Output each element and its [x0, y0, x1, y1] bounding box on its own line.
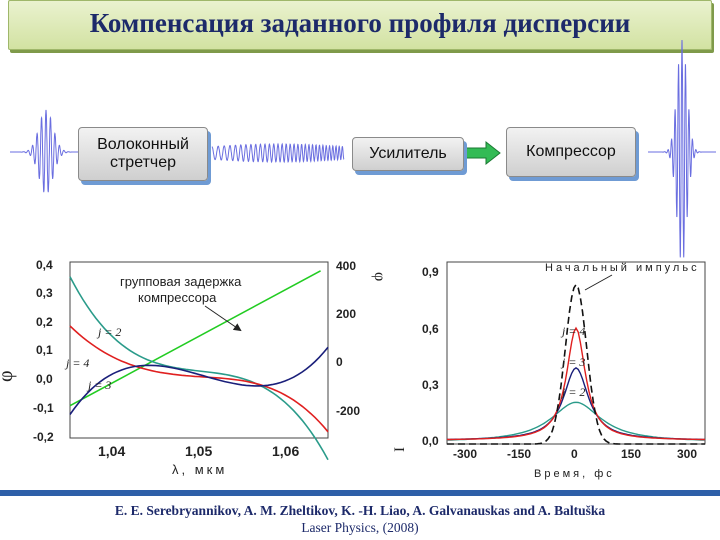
right-tick-label: -200	[336, 404, 360, 418]
citation: E. E. Serebryannikov, A. M. Zheltikov, K…	[0, 502, 720, 536]
diagram-canvas: 0,4 0,3 0,2 0,1 0,0 -0,1 -0,2 400 200 0 …	[0, 39, 716, 480]
annotation-arrow	[584, 274, 613, 291]
phase-curve-j2	[69, 276, 329, 461]
y-axis-label: I	[392, 447, 408, 452]
right-tick-label: 0	[336, 355, 343, 369]
left-plot: 0,4 0,3 0,2 0,1 0,0 -0,1 -0,2 400 200 0 …	[0, 258, 388, 477]
right-tick-label: 200	[336, 307, 356, 321]
flow-arrow	[465, 140, 501, 166]
block-label: Компрессор	[526, 143, 616, 160]
stretched-pulse-waveform	[211, 142, 345, 164]
citation-journal: Laser Physics, (2008)	[301, 520, 419, 535]
left-tick-label: 0,4	[36, 258, 53, 272]
right-axis-label: φ	[371, 272, 388, 281]
initial-pulse-annotation: Начальный импульс	[545, 262, 700, 274]
left-tick-label: -0,1	[33, 401, 54, 415]
x-tick-label: 150	[621, 447, 641, 461]
output-pulse-waveform	[648, 39, 716, 258]
left-tick-label: 0,3	[36, 286, 53, 300]
curve-label-j2: j = 2	[96, 325, 121, 339]
fiber-stretcher-block: Волоконный стретчер	[78, 127, 208, 181]
left-tick-label: 0,1	[36, 343, 53, 357]
right-plot-frame	[446, 261, 706, 445]
x-axis-label: λ, мкм	[172, 462, 227, 477]
x-tick-label: 1,04	[98, 443, 125, 459]
intensity-curve-j4	[447, 326, 705, 441]
x-tick-label: 1,05	[185, 443, 212, 459]
right-plot: 0,9 0,6 0,3 0,0 -300 -150 0 150 300 Врем…	[392, 261, 706, 480]
y-axis-label: φ	[0, 370, 17, 382]
input-pulse-waveform	[10, 109, 82, 193]
curve-label-j4: j = 4	[560, 324, 585, 338]
y-tick-label: 0,9	[422, 265, 439, 279]
block-label: Волоконный стретчер	[97, 136, 189, 171]
x-tick-label: 0	[571, 447, 578, 461]
right-tick-label: 400	[336, 259, 356, 273]
x-axis-label: Время, фс	[534, 468, 615, 480]
group-delay-annotation: групповая задержка компрессора	[120, 274, 245, 305]
initial-pulse-curve	[447, 283, 705, 445]
footer-divider	[0, 490, 720, 496]
curve-label-j3: j = 3	[86, 378, 111, 392]
group-delay-curve	[69, 270, 321, 407]
x-tick-label: 300	[677, 447, 697, 461]
curve-label-j4: j = 4	[64, 356, 89, 370]
left-tick-label: -0,2	[33, 430, 54, 444]
left-tick-label: 0,0	[36, 372, 53, 386]
citation-authors: E. E. Serebryannikov, A. M. Zheltikov, K…	[114, 503, 606, 518]
compressor-block: Компрессор	[506, 127, 636, 177]
block-label: Усилитель	[369, 145, 447, 162]
title-banner: Компенсация заданного профиля дисперсии	[8, 0, 712, 50]
y-tick-label: 0,0	[422, 434, 439, 448]
annotation-arrow	[204, 305, 242, 332]
curve-label-j3: j = 3	[560, 355, 585, 369]
x-tick-label: -150	[507, 447, 531, 461]
left-tick-label: 0,2	[36, 315, 53, 329]
page-title: Компенсация заданного профиля дисперсии	[89, 8, 631, 38]
amplifier-block: Усилитель	[352, 137, 464, 171]
left-plot-frame	[69, 261, 329, 439]
x-tick-label: 1,06	[272, 443, 299, 459]
y-tick-label: 0,6	[422, 322, 439, 336]
phase-curve-j4	[69, 325, 329, 433]
x-tick-label: -300	[453, 447, 477, 461]
curve-label-j2: j = 2	[560, 385, 585, 399]
phase-curve-j3	[69, 346, 329, 415]
y-tick-label: 0,3	[422, 378, 439, 392]
